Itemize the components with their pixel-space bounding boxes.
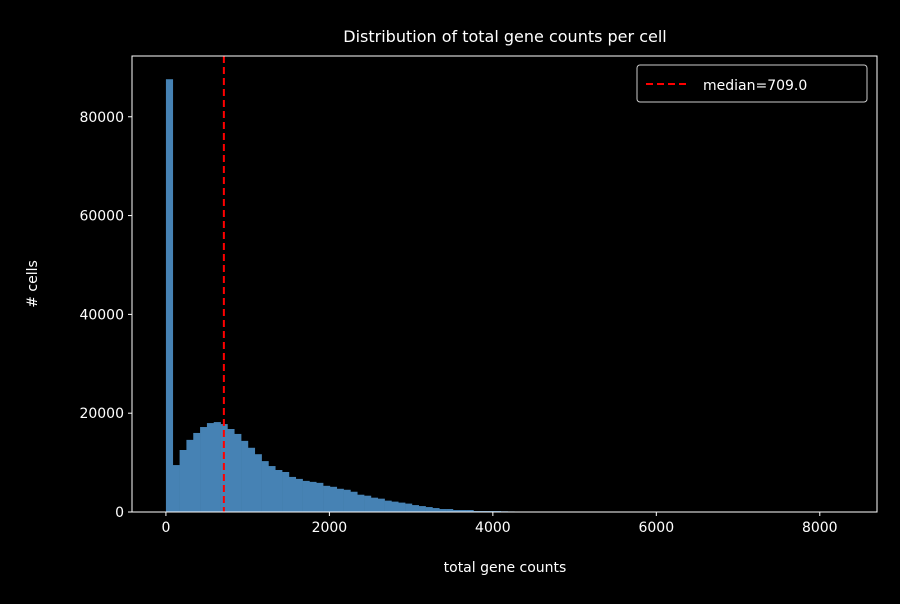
y-tick-label: 0 [115,505,124,521]
histogram-bar [289,477,296,512]
histogram-bar [337,489,344,512]
y-tick-label: 20000 [79,406,124,422]
histogram-bar [391,502,398,512]
histogram-bar [330,487,337,512]
histogram-bar [357,495,364,512]
histogram-bar [426,507,433,512]
histogram-bar [296,479,303,512]
histogram-bar [248,448,255,512]
histogram-bar [344,490,351,512]
histogram-bar [255,454,262,512]
histogram-bar [323,486,330,512]
histogram-bar [316,483,323,512]
x-tick-label: 6000 [638,520,674,536]
chart-title: Distribution of total gene counts per ce… [343,27,666,46]
histogram-bar [227,429,234,512]
legend-median-label: median=709.0 [703,78,807,94]
histogram-bar [398,503,405,512]
histogram-bar [193,433,200,512]
histogram-bar [309,482,316,512]
histogram-bar [180,450,187,512]
histogram-bar [234,434,241,512]
histogram-bar [371,498,378,512]
bars [166,79,850,512]
y-tick-label: 80000 [79,110,124,126]
y-tick-label: 40000 [79,307,124,323]
y-axis-label: # cells [25,260,41,308]
histogram-bar [303,481,310,512]
histogram-bar [412,505,419,512]
histogram-bar [186,440,193,512]
x-tick-label: 4000 [475,520,511,536]
histogram-bar [378,499,385,512]
y-tick-label: 60000 [79,209,124,225]
x-tick-label: 2000 [312,520,348,536]
histogram-bar [166,79,173,512]
legend: median=709.0 [637,65,867,102]
histogram-bar [200,427,207,512]
histogram-bar [173,465,180,512]
histogram-bar [432,508,439,512]
x-tick-label: 8000 [802,520,838,536]
histogram-bar [241,441,248,512]
histogram-bar [262,461,269,512]
histogram-bar [419,506,426,512]
histogram-bar [207,423,214,512]
histogram-bar [364,496,371,512]
histogram-bar [385,501,392,512]
histogram-bar [214,422,221,512]
histogram-bar [275,470,282,512]
histogram-bar [350,492,357,512]
x-axis: 0 2000 4000 6000 8000 [161,512,837,536]
histogram-bar [282,472,289,512]
x-axis-label: total gene counts [444,560,567,576]
histogram-bar [268,466,275,512]
histogram-bar [405,504,412,512]
y-axis: 0 20000 40000 60000 80000 [79,110,132,521]
x-tick-label: 0 [161,520,170,536]
